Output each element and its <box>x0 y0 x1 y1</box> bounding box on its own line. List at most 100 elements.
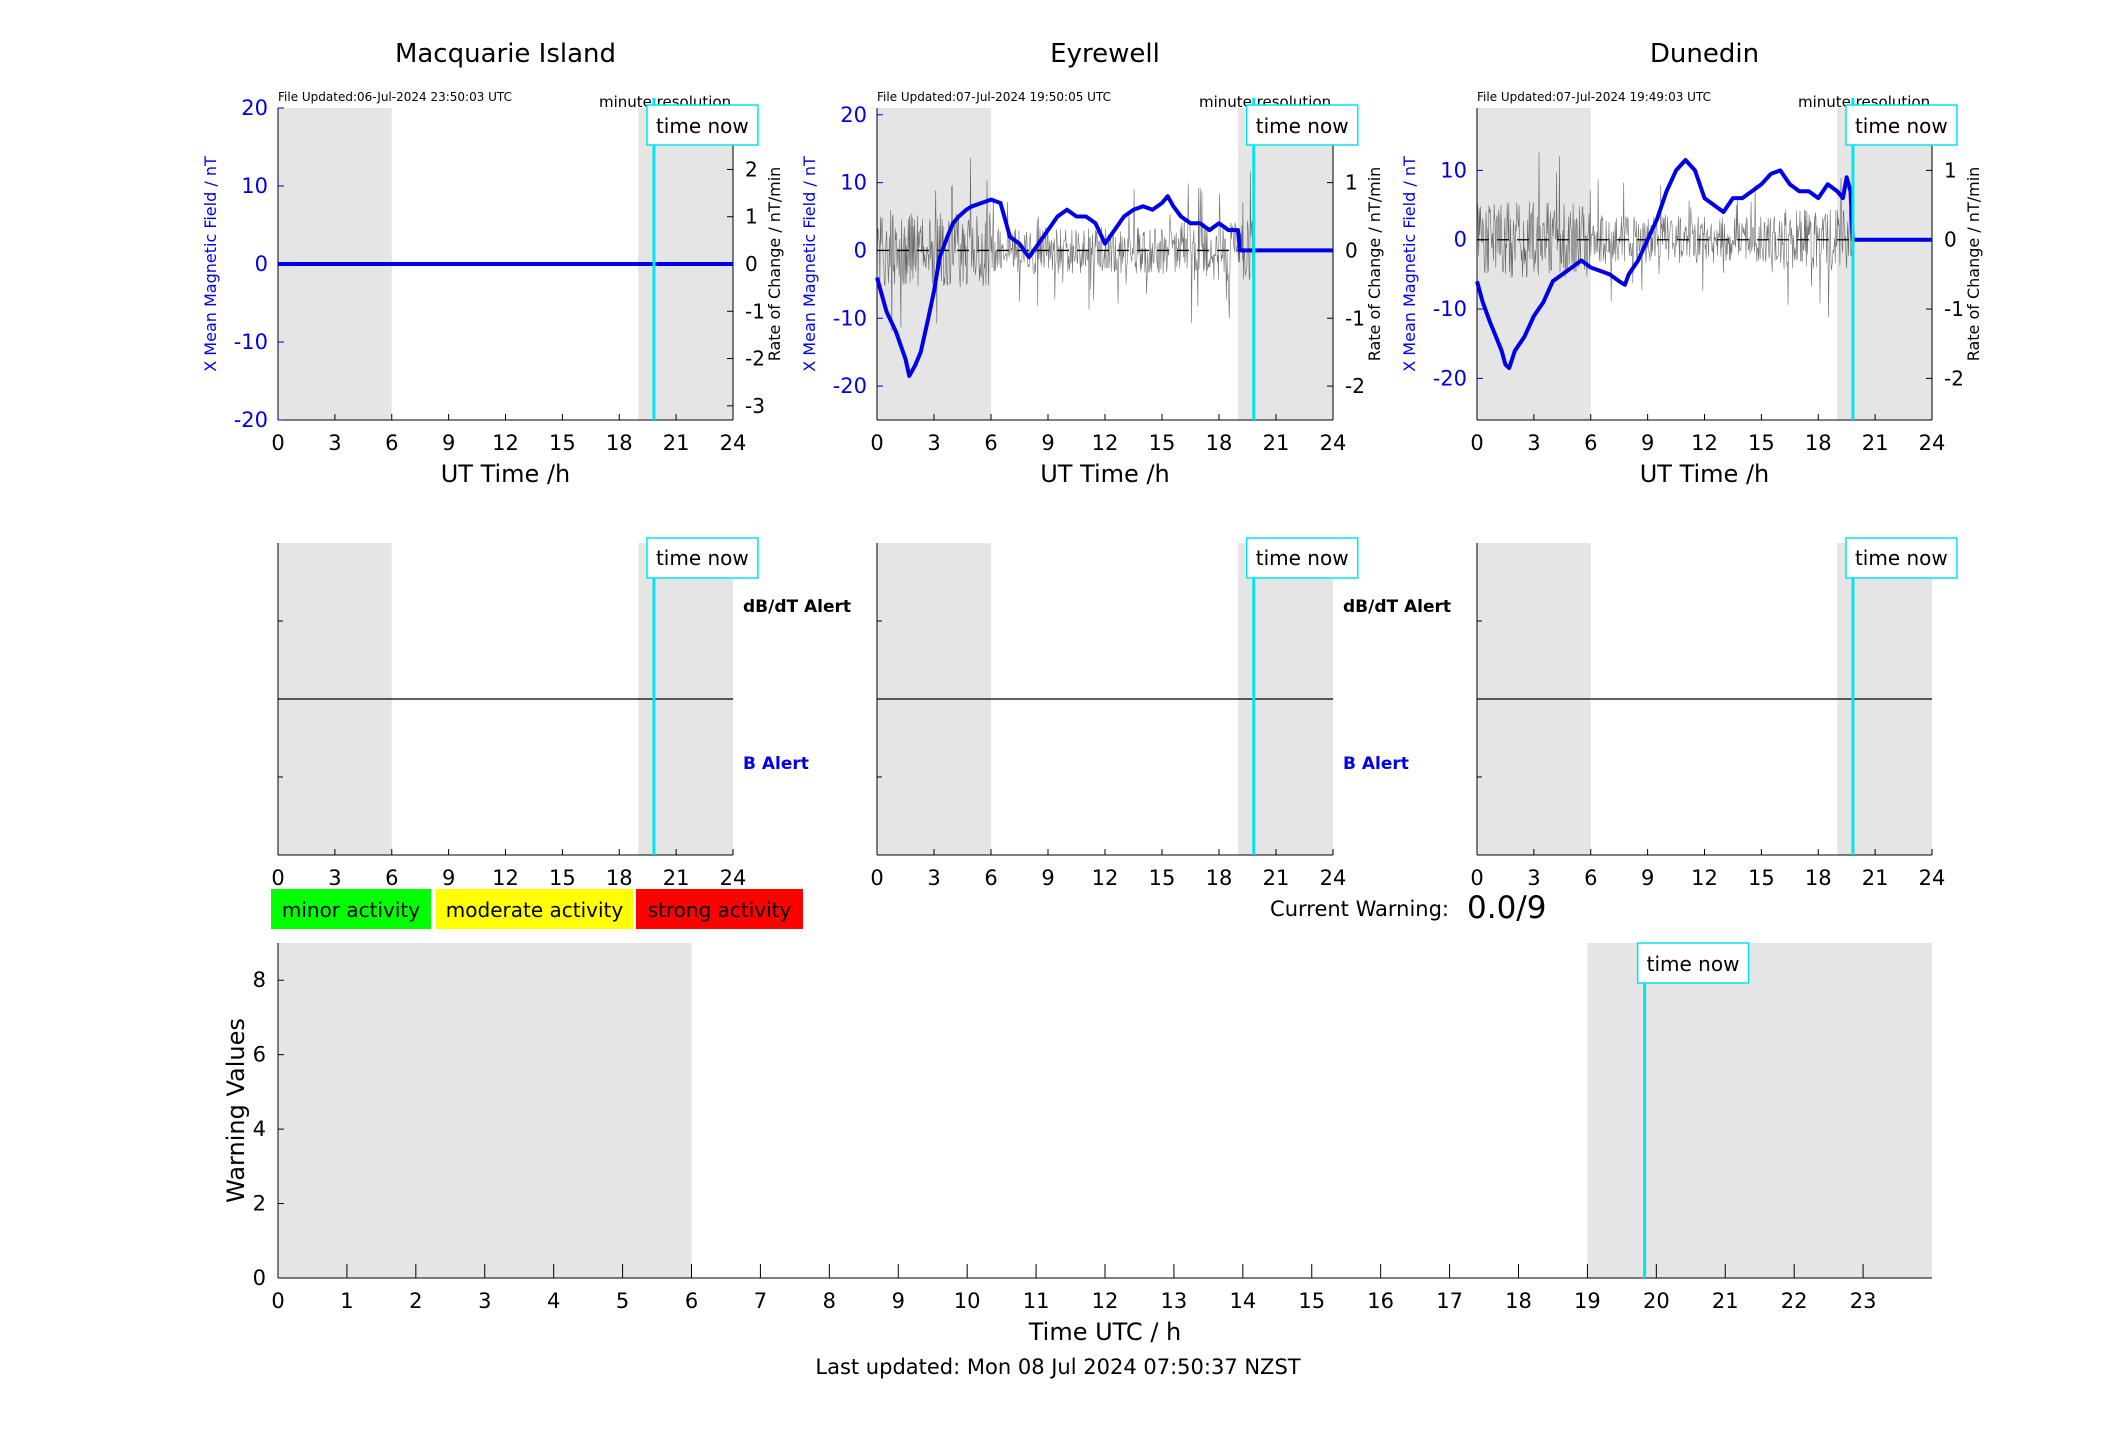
station-title: Macquarie Island <box>395 39 616 69</box>
alert-x-tick-label: 9 <box>1041 866 1054 890</box>
alert-x-tick-label: 12 <box>492 866 519 890</box>
warning-x-tick-label: 4 <box>547 1289 560 1313</box>
warning-y-tick-label: 8 <box>253 968 266 992</box>
y-right-tick-label: -1 <box>1345 306 1365 330</box>
warning-x-tick-label: 5 <box>616 1289 629 1313</box>
field-series-line <box>1475 158 1932 370</box>
current-warning-value: 0.0/9 <box>1467 890 1546 926</box>
warning-x-tick-label: 17 <box>1436 1289 1463 1313</box>
warning-y-tick-label: 0 <box>253 1266 266 1290</box>
station-title: Dunedin <box>1650 39 1759 69</box>
dbdt-alert-label: dB/dT Alert <box>1343 597 1451 617</box>
x-tick-label: 0 <box>1470 431 1483 455</box>
alert-x-tick-label: 21 <box>1862 866 1889 890</box>
alert-x-tick-label: 6 <box>984 866 997 890</box>
y-right-tick-label: -3 <box>745 394 765 418</box>
warning-x-tick-label: 11 <box>1023 1289 1050 1313</box>
alert-x-tick-label: 3 <box>927 866 940 890</box>
alert-x-tick-label: 6 <box>385 866 398 890</box>
alert-x-tick-label: 15 <box>549 866 576 890</box>
last-updated-text: Last updated: Mon 08 Jul 2024 07:50:37 N… <box>815 1355 1300 1379</box>
alert-x-tick-label: 24 <box>720 866 747 890</box>
x-axis-label: UT Time /h <box>441 460 571 488</box>
legend-swatch-2 <box>436 889 633 929</box>
shaded-range <box>1837 108 1932 420</box>
legend-swatch-3 <box>636 889 803 929</box>
y-right-axis-label: Rate of Change / nT/min <box>1365 167 1384 362</box>
y-right-tick-label: 1 <box>1944 158 1957 182</box>
y-left-tick-label: -20 <box>234 408 268 432</box>
file-updated-text: File Updated:07-Jul-2024 19:49:03 UTC <box>1477 90 1711 104</box>
x-tick-label: 15 <box>1748 431 1775 455</box>
file-updated-text: File Updated:06-Jul-2024 23:50:03 UTC <box>278 90 512 104</box>
x-tick-label: 18 <box>606 431 633 455</box>
x-tick-label: 6 <box>984 431 997 455</box>
y-left-axis-label: X Mean Magnetic Field / nT <box>201 156 220 372</box>
field-series-line <box>875 194 1333 378</box>
warning-y-tick-label: 2 <box>253 1192 266 1216</box>
alert-time-now-box <box>1845 537 1958 579</box>
legend-label-2: moderate activity <box>446 898 624 922</box>
time-now-box <box>646 104 759 146</box>
x-axis-label: UT Time /h <box>1640 460 1770 488</box>
legend-label-1: minor activity <box>282 898 420 922</box>
x-tick-label: 12 <box>492 431 519 455</box>
time-now-label: time now <box>1256 114 1349 138</box>
alert-x-tick-label: 18 <box>1206 866 1233 890</box>
y-left-tick-label: 0 <box>854 238 867 262</box>
x-tick-label: 3 <box>328 431 341 455</box>
station-panel-2: Eyrewell File Updated:07-Jul-2024 19:50:0… <box>800 39 1384 488</box>
warning-x-tick-label: 10 <box>954 1289 981 1313</box>
y-left-axis-label: X Mean Magnetic Field / nT <box>800 156 819 372</box>
x-tick-label: 3 <box>927 431 940 455</box>
alert-time-now-label: time now <box>656 546 749 570</box>
warning-x-tick-label: 23 <box>1850 1289 1877 1313</box>
warning-x-tick-label: 22 <box>1781 1289 1808 1313</box>
y-left-tick-label: 20 <box>840 103 867 127</box>
alert-time-now-label: time now <box>1855 546 1948 570</box>
y-left-tick-label: 10 <box>241 174 268 198</box>
warning-x-tick-label: 20 <box>1643 1289 1670 1313</box>
y-right-tick-label: 0 <box>1345 238 1358 262</box>
warning-x-tick-label: 6 <box>685 1289 698 1313</box>
y-left-axis-label: X Mean Magnetic Field / nT <box>1400 156 1419 372</box>
alert-x-tick-label: 0 <box>870 866 883 890</box>
warning-x-tick-label: 15 <box>1298 1289 1325 1313</box>
alert-x-tick-label: 9 <box>1641 866 1654 890</box>
warning-y-axis-label: Warning Values <box>222 1018 250 1203</box>
station-title: Eyrewell <box>1050 39 1160 69</box>
warning-x-tick-label: 12 <box>1092 1289 1119 1313</box>
shaded-range <box>877 108 991 420</box>
y-right-tick-label: -1 <box>745 299 765 323</box>
alert-x-tick-label: 12 <box>1092 866 1119 890</box>
alert-x-tick-label: 21 <box>663 866 690 890</box>
warning-x-tick-label: 21 <box>1712 1289 1739 1313</box>
alert-x-tick-label: 9 <box>442 866 455 890</box>
x-tick-label: 21 <box>663 431 690 455</box>
x-tick-label: 6 <box>1584 431 1597 455</box>
alert-x-tick-label: 21 <box>1263 866 1290 890</box>
warning-time-now-label: time now <box>1647 952 1740 976</box>
alert-x-tick-label: 0 <box>1470 866 1483 890</box>
y-right-tick-label: 1 <box>745 205 758 229</box>
y-right-tick-label: 0 <box>1944 228 1957 252</box>
x-tick-label: 18 <box>1206 431 1233 455</box>
warning-x-tick-label: 7 <box>754 1289 767 1313</box>
alert-panel-3: 0 3 6 9 12 15 18 21 24 time now <box>1470 537 1958 890</box>
alert-panel-2: 0 3 6 9 12 15 18 21 24 time now dB/dT Alert B Alert <box>870 537 1451 890</box>
x-tick-label: 15 <box>1149 431 1176 455</box>
time-now-box <box>1845 104 1958 146</box>
warning-x-tick-label: 0 <box>271 1289 284 1313</box>
warning-x-tick-label: 3 <box>478 1289 491 1313</box>
alert-time-now-box <box>1246 537 1359 579</box>
y-right-axis-label: Rate of Change / nT/min <box>1964 167 1983 362</box>
alert-panel-1: 0 3 6 9 12 15 18 21 24 time now dB/dT Alert B Alert <box>271 537 851 890</box>
warning-x-axis-label: Time UTC / h <box>1028 1318 1182 1346</box>
x-tick-label: 24 <box>720 431 747 455</box>
alert-time-now-box <box>646 537 759 579</box>
x-tick-label: 24 <box>1919 431 1946 455</box>
y-left-tick-label: 10 <box>840 171 867 195</box>
x-tick-label: 3 <box>1527 431 1540 455</box>
x-tick-label: 6 <box>385 431 398 455</box>
